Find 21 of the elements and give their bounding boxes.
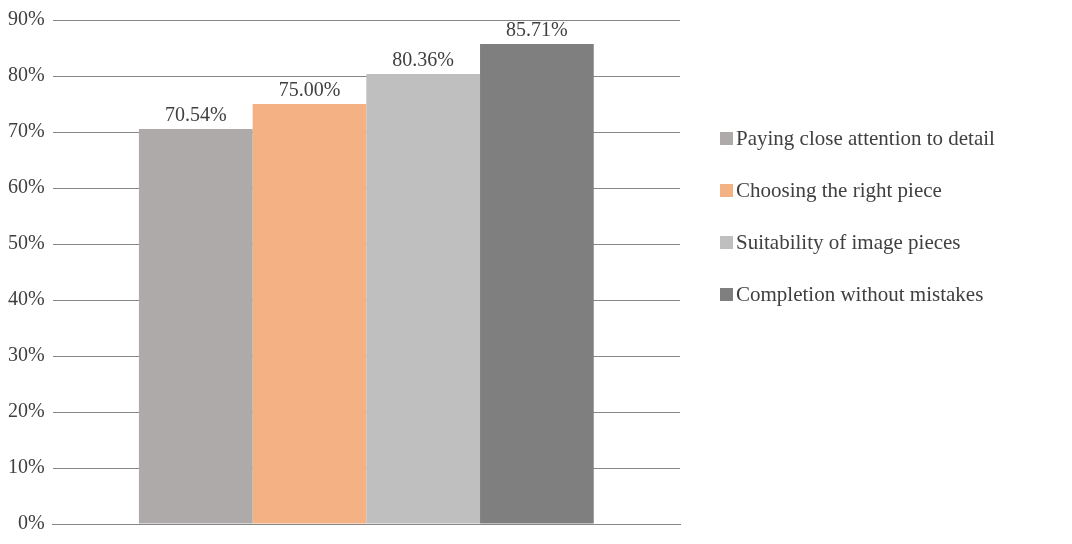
y-tick-label: 50% bbox=[7, 231, 45, 254]
y-tick-label: 60% bbox=[7, 175, 45, 198]
data-label: 70.54% bbox=[164, 103, 227, 126]
bar bbox=[252, 104, 367, 524]
y-tick-label: 10% bbox=[7, 455, 45, 478]
y-tick-label: 80% bbox=[7, 63, 45, 86]
y-tick-label: 30% bbox=[7, 343, 45, 366]
legend-label: Completion without mistakes bbox=[736, 281, 984, 307]
data-label: 75.00% bbox=[278, 78, 341, 101]
bar bbox=[366, 73, 481, 524]
y-tick-label: 20% bbox=[7, 399, 45, 422]
bar bbox=[138, 128, 253, 524]
y-tick-label: 90% bbox=[7, 7, 45, 30]
y-tick-label: 70% bbox=[7, 119, 45, 142]
y-tick-label: 0% bbox=[17, 511, 45, 534]
data-label: 85.71% bbox=[506, 18, 568, 41]
legend-label: Suitability of image pieces bbox=[736, 229, 961, 255]
legend-label: Paying close attention to detail bbox=[736, 125, 995, 151]
y-tick-label: 40% bbox=[7, 287, 45, 310]
legend-label: Choosing the right piece bbox=[736, 177, 942, 203]
data-label: 80.36% bbox=[392, 48, 455, 71]
